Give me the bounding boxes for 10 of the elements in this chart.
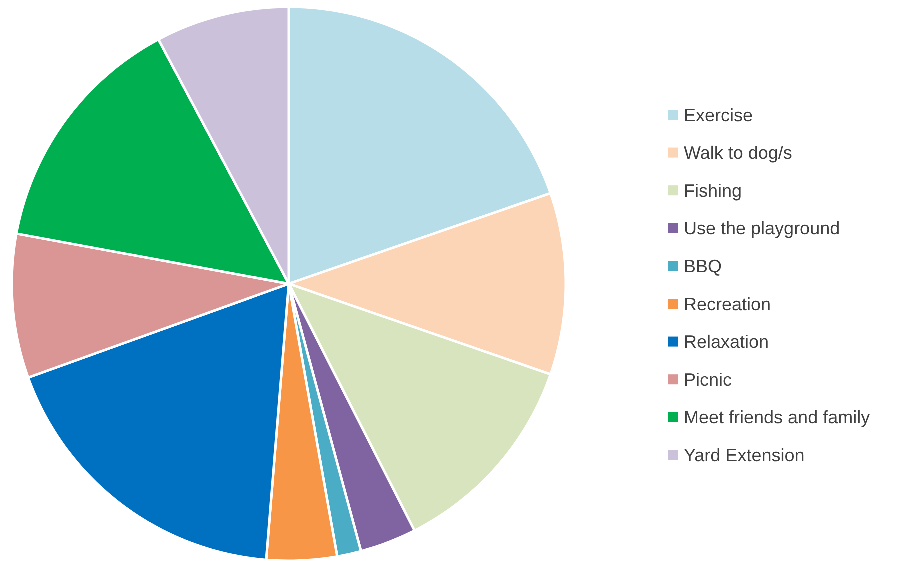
legend-label: Fishing (684, 180, 742, 201)
legend-label: Relaxation (684, 332, 770, 352)
legend-label: Walk to dog/s (684, 143, 792, 164)
legend-label: Meet friends and family (684, 408, 870, 428)
legend-label: BBQ (684, 256, 722, 276)
legend-label: Use the playground (684, 218, 840, 239)
legend-label: Exercise (684, 105, 754, 126)
legend-label: Picnic (684, 370, 732, 390)
legend-label: Yard Extension (684, 446, 805, 466)
legend-label: Recreation (684, 294, 772, 314)
